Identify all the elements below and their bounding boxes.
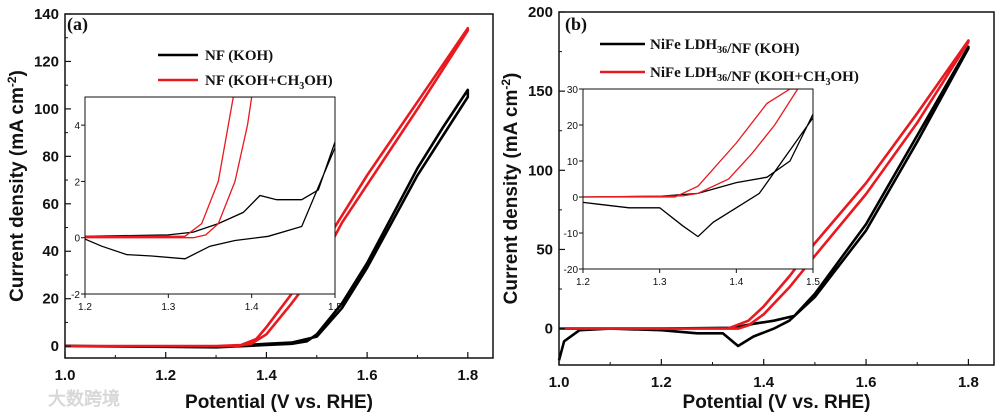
x-tick-label: 1.0 xyxy=(55,367,76,384)
panel-label: (b) xyxy=(565,14,587,35)
inset-series-line-1 xyxy=(85,97,253,239)
inset-frame xyxy=(582,88,814,270)
inset-x-tick-label: 1.3 xyxy=(653,277,667,288)
series-line-1 xyxy=(559,39,970,330)
legend-text: CH xyxy=(803,69,826,85)
y-axis-label-superscript: -2 xyxy=(5,76,19,87)
inset-y-tick-label: 30 xyxy=(567,85,579,96)
legend-label: NF (KOH+CH3OH) xyxy=(205,73,333,92)
y-axis-label-paren: ) xyxy=(7,70,28,76)
legend-subscript: 36 xyxy=(717,73,727,84)
legend-text: ) xyxy=(328,73,333,89)
legend-subscript: 3 xyxy=(826,77,831,88)
y-tick-label: 200 xyxy=(528,4,553,21)
legend-label: NiFe LDH36/NF (KOH+CH3OH) xyxy=(650,65,859,88)
legend-text: /NF (KOH) xyxy=(726,41,799,57)
legend-text: NiFe xyxy=(650,65,685,81)
inset-y-tick-label: 20 xyxy=(567,121,579,132)
x-tick-label: 1.8 xyxy=(457,367,478,384)
x-axis-label: Potential (V vs. RHE) xyxy=(683,392,871,413)
y-tick-label: 80 xyxy=(42,148,59,165)
inset-x-tick-label: 1.5 xyxy=(328,302,342,313)
inset-y-tick-label: -10 xyxy=(564,229,579,240)
y-tick-label: 120 xyxy=(34,53,59,70)
y-tick-label: 20 xyxy=(42,291,59,308)
legend-label: NiFe LDH36/NF (KOH) xyxy=(650,37,799,57)
inset-y-tick-label: 2 xyxy=(74,177,80,188)
legend-text: CH xyxy=(277,73,300,89)
legend-text: LDH xyxy=(685,65,718,81)
series-line-0 xyxy=(557,45,970,361)
inset-background xyxy=(85,97,335,294)
y-tick-label: 100 xyxy=(34,101,59,118)
legend-label: NF (KOH) xyxy=(205,48,273,64)
inset-y-tick-label: 0 xyxy=(572,193,578,204)
legend-text: OH xyxy=(304,73,328,89)
inset-x-tick-label: 1.2 xyxy=(576,277,590,288)
y-tick-label: 150 xyxy=(528,83,553,100)
inset-series-line-0 xyxy=(85,141,335,260)
inset-y-tick-label: 10 xyxy=(567,157,579,168)
x-tick-label: 1.6 xyxy=(357,367,378,384)
legend-text: NiFe xyxy=(650,37,685,53)
inset-chart: 1.2 1.3 1.4 1.5 -2 0 2 4 xyxy=(71,96,342,313)
inset-x-tick-label: 1.2 xyxy=(78,302,92,313)
watermark-text: 大数跨境 xyxy=(48,388,120,410)
y-tick-label: 100 xyxy=(528,162,553,179)
inset-x-tick-label: 1.5 xyxy=(806,277,820,288)
y-axis-label-superscript: -2 xyxy=(499,79,513,90)
inset-y-tick-label: -2 xyxy=(71,290,80,301)
plot-frame xyxy=(558,11,995,366)
y-tick-label: 0 xyxy=(545,321,553,338)
y-axis-label: Current density (mA cm-2) xyxy=(5,70,28,302)
y-tick-label: 50 xyxy=(536,241,553,258)
y-axis-label-paren: ) xyxy=(501,73,522,79)
legend-subscript: 36 xyxy=(717,45,727,56)
inset-y-tick-label: 0 xyxy=(74,234,80,245)
x-tick-label: 1.6 xyxy=(856,374,877,391)
y-tick-label: 0 xyxy=(51,338,59,355)
inset-x-tick-label: 1.4 xyxy=(729,277,743,288)
plot-frame xyxy=(64,13,494,359)
y-tick-label: 140 xyxy=(34,6,59,23)
inset-y-tick-label: -20 xyxy=(564,265,579,276)
legend-text: NF (KOH) xyxy=(205,48,273,64)
x-tick-label: 1.4 xyxy=(256,367,278,384)
x-tick-label: 1.8 xyxy=(958,374,979,391)
legend-text: ) xyxy=(854,69,859,85)
inset-x-tick-label: 1.3 xyxy=(161,302,175,313)
panel-label: (a) xyxy=(67,14,88,35)
x-axis-label: Potential (V vs. RHE) xyxy=(185,392,373,413)
y-axis-label: Current density (mA cm-2) xyxy=(499,73,522,305)
x-tick-label: 1.4 xyxy=(753,374,775,391)
inset-y-tick-label: 4 xyxy=(74,121,80,132)
y-tick-label: 60 xyxy=(42,196,59,213)
inset-frame xyxy=(84,96,336,295)
legend-text: OH xyxy=(831,69,855,85)
inset-x-tick-label: 1.4 xyxy=(245,302,259,313)
x-tick-label: 1.0 xyxy=(549,374,570,391)
y-tick-label: 40 xyxy=(42,243,59,260)
x-tick-label: 1.2 xyxy=(155,367,176,384)
legend-text: LDH xyxy=(685,37,718,53)
panel-a: 1.0 1.2 1.4 1.6 1.8020406080100120140Potenti… xyxy=(5,6,494,413)
series-line-1 xyxy=(65,26,470,348)
series-line-0 xyxy=(64,88,470,349)
inset-chart: 1.2 1.3 1.4 1.5 -20 -10 0 10 20 30 xyxy=(564,85,821,288)
inset-background xyxy=(583,89,813,269)
x-tick-label: 1.2 xyxy=(651,374,672,391)
inset-series-line-0 xyxy=(583,113,813,238)
legend-subscript: 3 xyxy=(299,81,304,92)
legend-text: NF (KOH+ xyxy=(205,73,277,89)
legend-text: /NF (KOH+ xyxy=(726,69,803,85)
inset-series-line-1 xyxy=(583,89,799,198)
